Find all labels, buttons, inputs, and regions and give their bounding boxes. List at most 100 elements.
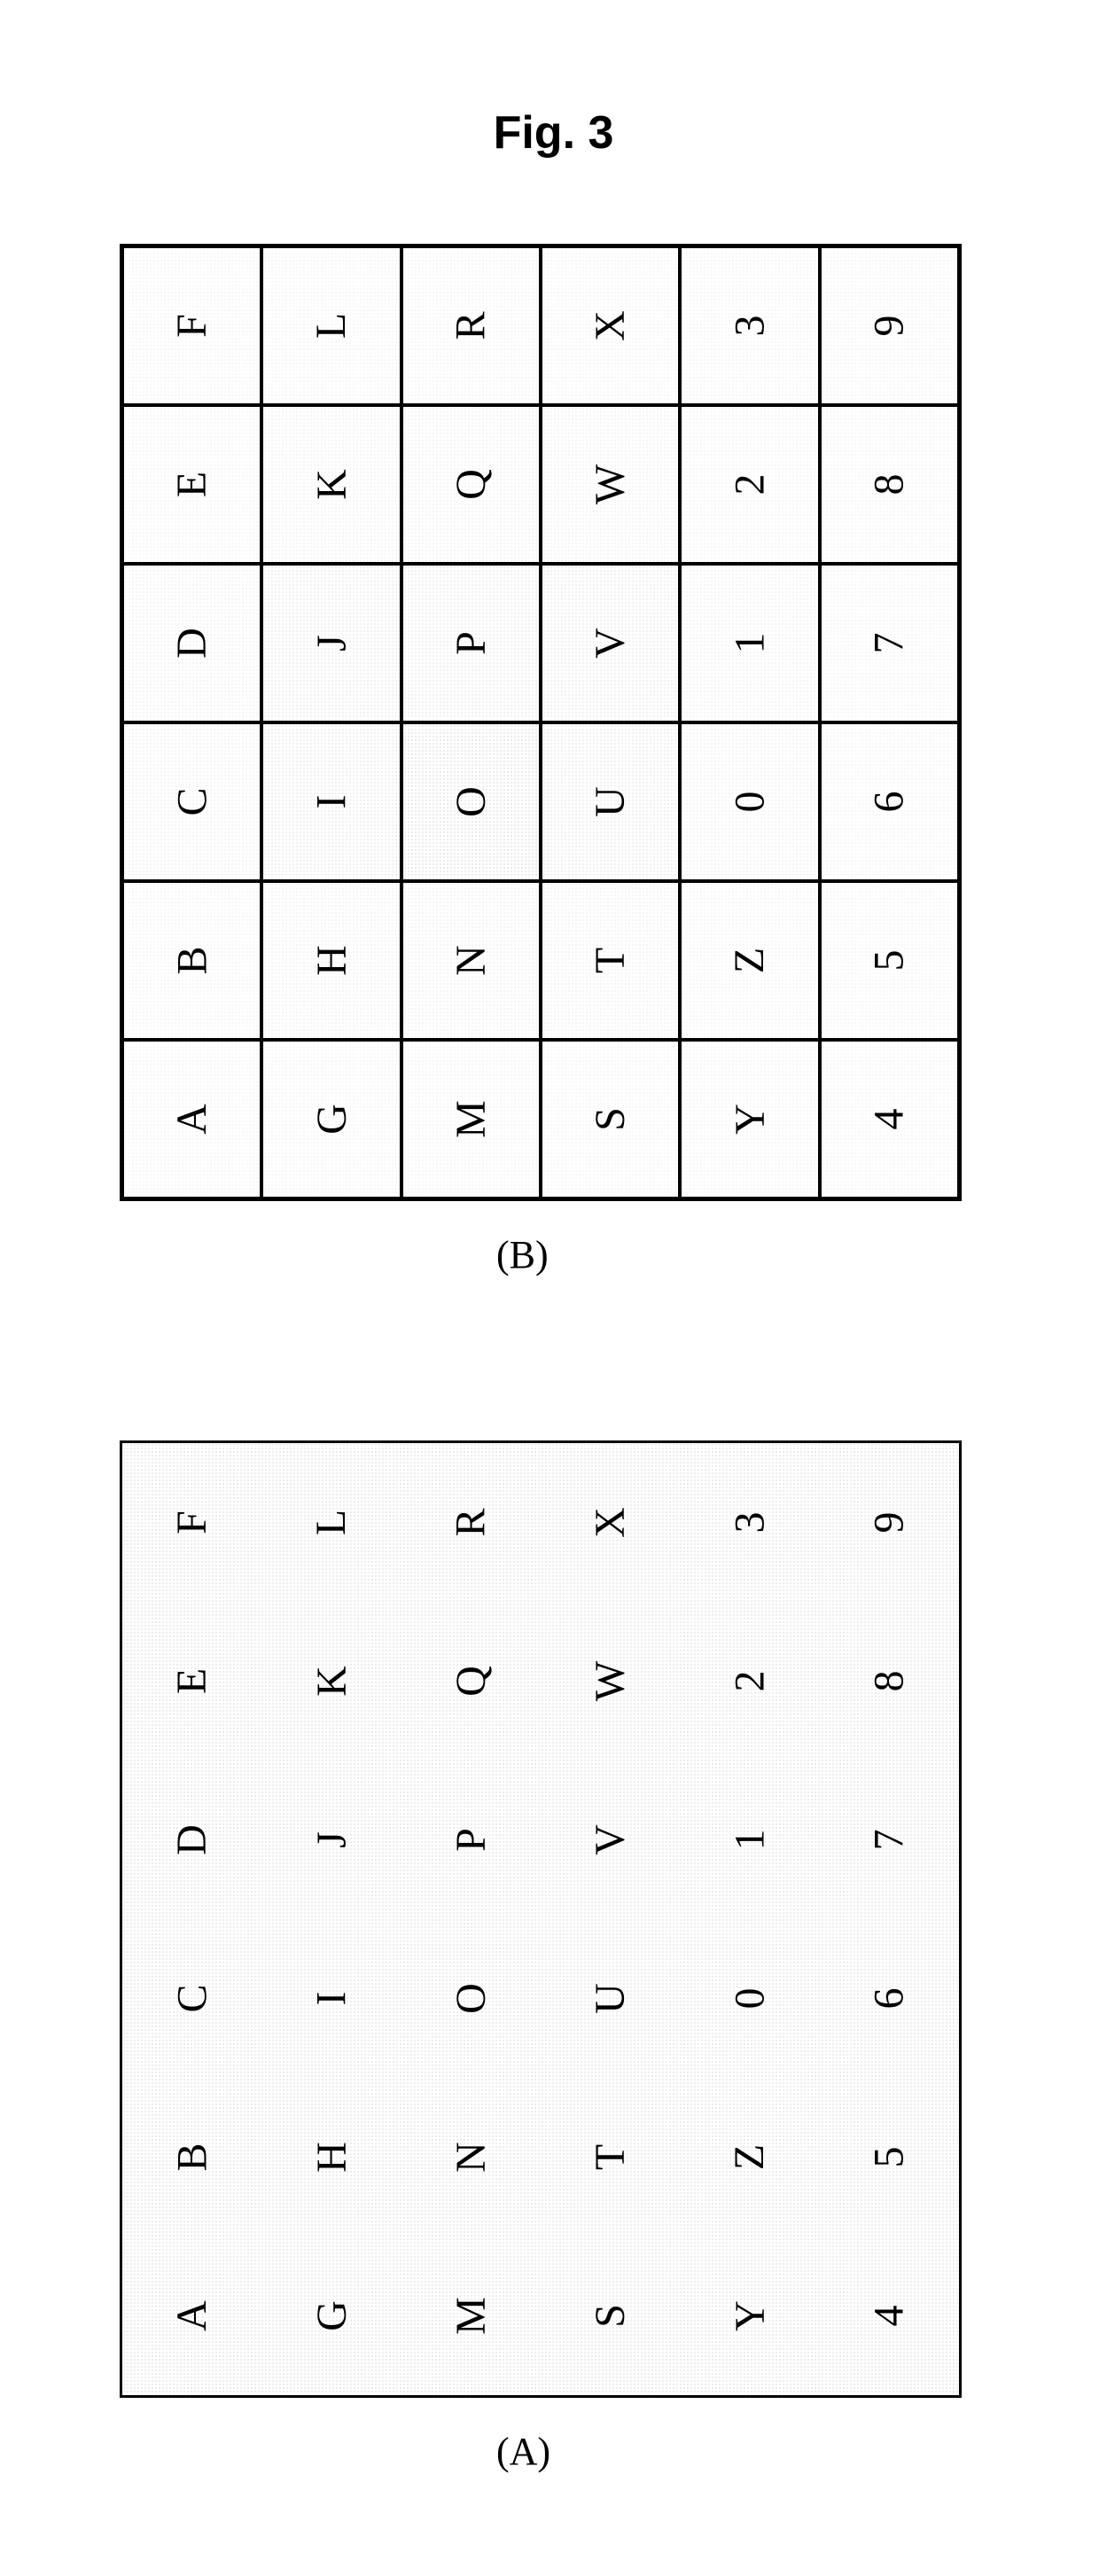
grid-cell-text: 4 xyxy=(865,2306,914,2327)
grid-cell-text: L xyxy=(307,1510,355,1535)
grid-cell-text: B xyxy=(168,946,216,974)
grid-cell-text: Z xyxy=(725,2144,774,2170)
grid-cell-text: B xyxy=(168,2143,216,2171)
grid-cell: N xyxy=(401,2078,541,2236)
grid-cell: W xyxy=(541,405,680,564)
figure-title: Fig. 3 xyxy=(0,106,1107,160)
grid-cell: G xyxy=(261,1040,401,1198)
grid-row: EKQW28 xyxy=(122,405,959,564)
grid-cell: 8 xyxy=(820,1602,959,1760)
grid-cell: F xyxy=(122,1443,261,1602)
grid-cell: 6 xyxy=(820,722,959,881)
grid-cell: B xyxy=(122,881,261,1040)
grid-cell: D xyxy=(122,564,261,722)
grid-cell: K xyxy=(261,405,401,564)
grid-cell-text: C xyxy=(168,787,216,816)
grid-row: CIOU06 xyxy=(122,1919,959,2078)
panel-a: FLRX39EKQW28DJPV17CIOU06BHNTZ5AGMSY4 xyxy=(120,1440,962,2398)
grid-cell: X xyxy=(541,246,680,405)
grid-cell-text: T xyxy=(586,948,635,973)
grid-cell-text: P xyxy=(447,1828,495,1852)
grid-cell: 0 xyxy=(680,722,819,881)
grid-cell-text: X xyxy=(586,310,635,341)
grid-cell: J xyxy=(261,1760,401,1919)
grid-cell: P xyxy=(401,1760,541,1919)
grid-cell: 7 xyxy=(820,1760,959,1919)
grid-cell: 1 xyxy=(680,1760,819,1919)
grid-cell-text: 5 xyxy=(865,950,914,972)
grid-cell-text: H xyxy=(307,945,355,976)
grid-cell: 6 xyxy=(820,1919,959,2078)
grid-row: D J PV17 xyxy=(122,564,959,722)
grid-cell: X xyxy=(541,1443,680,1602)
grid-cell: I xyxy=(261,722,401,881)
grid-row: BHNTZ5 xyxy=(122,2078,959,2236)
grid-cell-text: 6 xyxy=(865,1988,914,2010)
grid-cell: U xyxy=(541,722,680,881)
grid-cell: 4 xyxy=(820,2236,959,2395)
grid-cell: M xyxy=(401,2236,541,2395)
grid-cell: C xyxy=(122,722,261,881)
grid-cell-text: 3 xyxy=(725,316,774,337)
grid-cell-text: I xyxy=(307,795,355,809)
grid-cell-text: R xyxy=(447,311,495,340)
grid-cell-text: 3 xyxy=(725,1512,774,1534)
grid-cell-text: Y xyxy=(725,2300,774,2331)
grid-cell: K xyxy=(261,1602,401,1760)
grid-cell-text: 1 xyxy=(725,1830,774,1851)
grid-cell: O xyxy=(401,722,541,881)
grid-cell-text: Q xyxy=(447,469,495,500)
grid-cell: 2 xyxy=(680,405,819,564)
grid-cell-text: O xyxy=(447,786,495,817)
grid-cell: 1 xyxy=(680,564,819,722)
grid-cell-text: W xyxy=(586,464,635,504)
grid-cell: I xyxy=(261,1919,401,2078)
grid-cell-text: V xyxy=(586,1824,635,1855)
grid-row: AGMSY4 xyxy=(122,1040,959,1198)
grid-cell-text: W xyxy=(586,1661,635,1701)
grid-cell: P xyxy=(401,564,541,722)
grid-cell-text: D xyxy=(168,628,216,659)
grid-cell-text: D xyxy=(168,1824,216,1855)
grid-cell-text: I xyxy=(307,1992,355,2006)
grid-cell: H xyxy=(261,881,401,1040)
grid-cell: 3 xyxy=(680,246,819,405)
grid-row: D J P V 1 7 xyxy=(122,1760,959,1919)
grid-cell-text: 2 xyxy=(725,474,774,496)
grid-cell: F xyxy=(122,246,261,405)
grid-cell-text: M xyxy=(447,1100,495,1138)
grid-cell: N xyxy=(401,881,541,1040)
panel-b: FLRX39EKQW28DJPV17CIOU06BHNTZ5AGMSY4 xyxy=(120,244,962,1201)
grid-cell: B xyxy=(122,2078,261,2236)
grid-cell: 3 xyxy=(680,1443,819,1602)
grid-cell: D xyxy=(122,1760,261,1919)
grid-cell-text: 5 xyxy=(865,2147,914,2168)
grid-cell-text: 9 xyxy=(865,316,914,337)
grid-cell-text: 2 xyxy=(725,1671,774,1692)
grid-cell: 9 xyxy=(820,1443,959,1602)
grid-cell: T xyxy=(541,2078,680,2236)
grid-cell-text: Z xyxy=(725,948,774,973)
grid-cell: 5 xyxy=(820,881,959,1040)
grid-row: EKQW28 xyxy=(122,1602,959,1760)
grid-cell: 2 xyxy=(680,1602,819,1760)
grid-cell-text: 8 xyxy=(865,474,914,496)
grid-cell: S xyxy=(541,2236,680,2395)
grid-cell: Y xyxy=(680,2236,819,2395)
grid-cell: 7 xyxy=(820,564,959,722)
grid-cell: S xyxy=(541,1040,680,1198)
grid-cell-text: A xyxy=(168,1104,216,1135)
grid-cell: Q xyxy=(401,405,541,564)
grid-cell-text: 9 xyxy=(865,1512,914,1534)
grid-cell-text: M xyxy=(447,2297,495,2335)
grid-cell: V xyxy=(541,564,680,722)
grid-cell: 9 xyxy=(820,246,959,405)
grid-cell-text: T xyxy=(586,2144,635,2170)
grid-cell-text: 0 xyxy=(725,792,774,813)
grid-cell-text: S xyxy=(586,1107,635,1131)
grid-cell: Z xyxy=(680,881,819,1040)
grid-cell: 4 xyxy=(820,1040,959,1198)
grid-cell-text: U xyxy=(586,1983,635,2014)
grid-cell-text: J xyxy=(307,635,355,652)
grid-cell-text: G xyxy=(307,2300,355,2331)
